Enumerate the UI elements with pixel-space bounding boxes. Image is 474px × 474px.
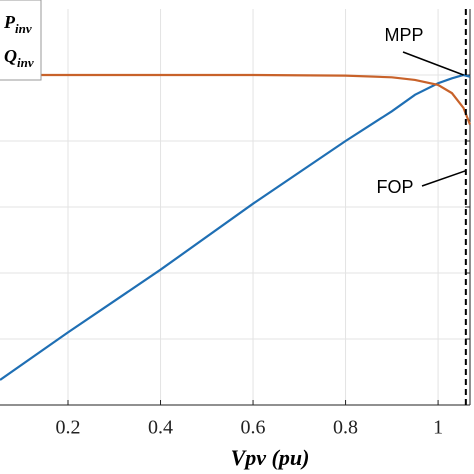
x-tick-label: 0.2	[56, 417, 81, 439]
legend-entry: Qinv	[4, 46, 34, 70]
line-series	[0, 73, 472, 125]
x-tick-label: 0.4	[148, 417, 173, 439]
annotation-arrow	[402, 51, 464, 76]
line-series	[0, 73, 471, 381]
x-tick-label: 0.8	[333, 417, 358, 439]
x-tick-label: 1	[433, 417, 443, 439]
x-axis-label: Vpv (pu)	[231, 445, 310, 470]
annotation: MPP	[384, 25, 423, 45]
x-tick-label: 0.6	[241, 417, 266, 439]
annotation: FOP	[376, 177, 413, 197]
legend-entry: Pinv	[3, 12, 32, 36]
annotation-arrow	[421, 169, 467, 187]
legend-box	[0, 0, 42, 81]
